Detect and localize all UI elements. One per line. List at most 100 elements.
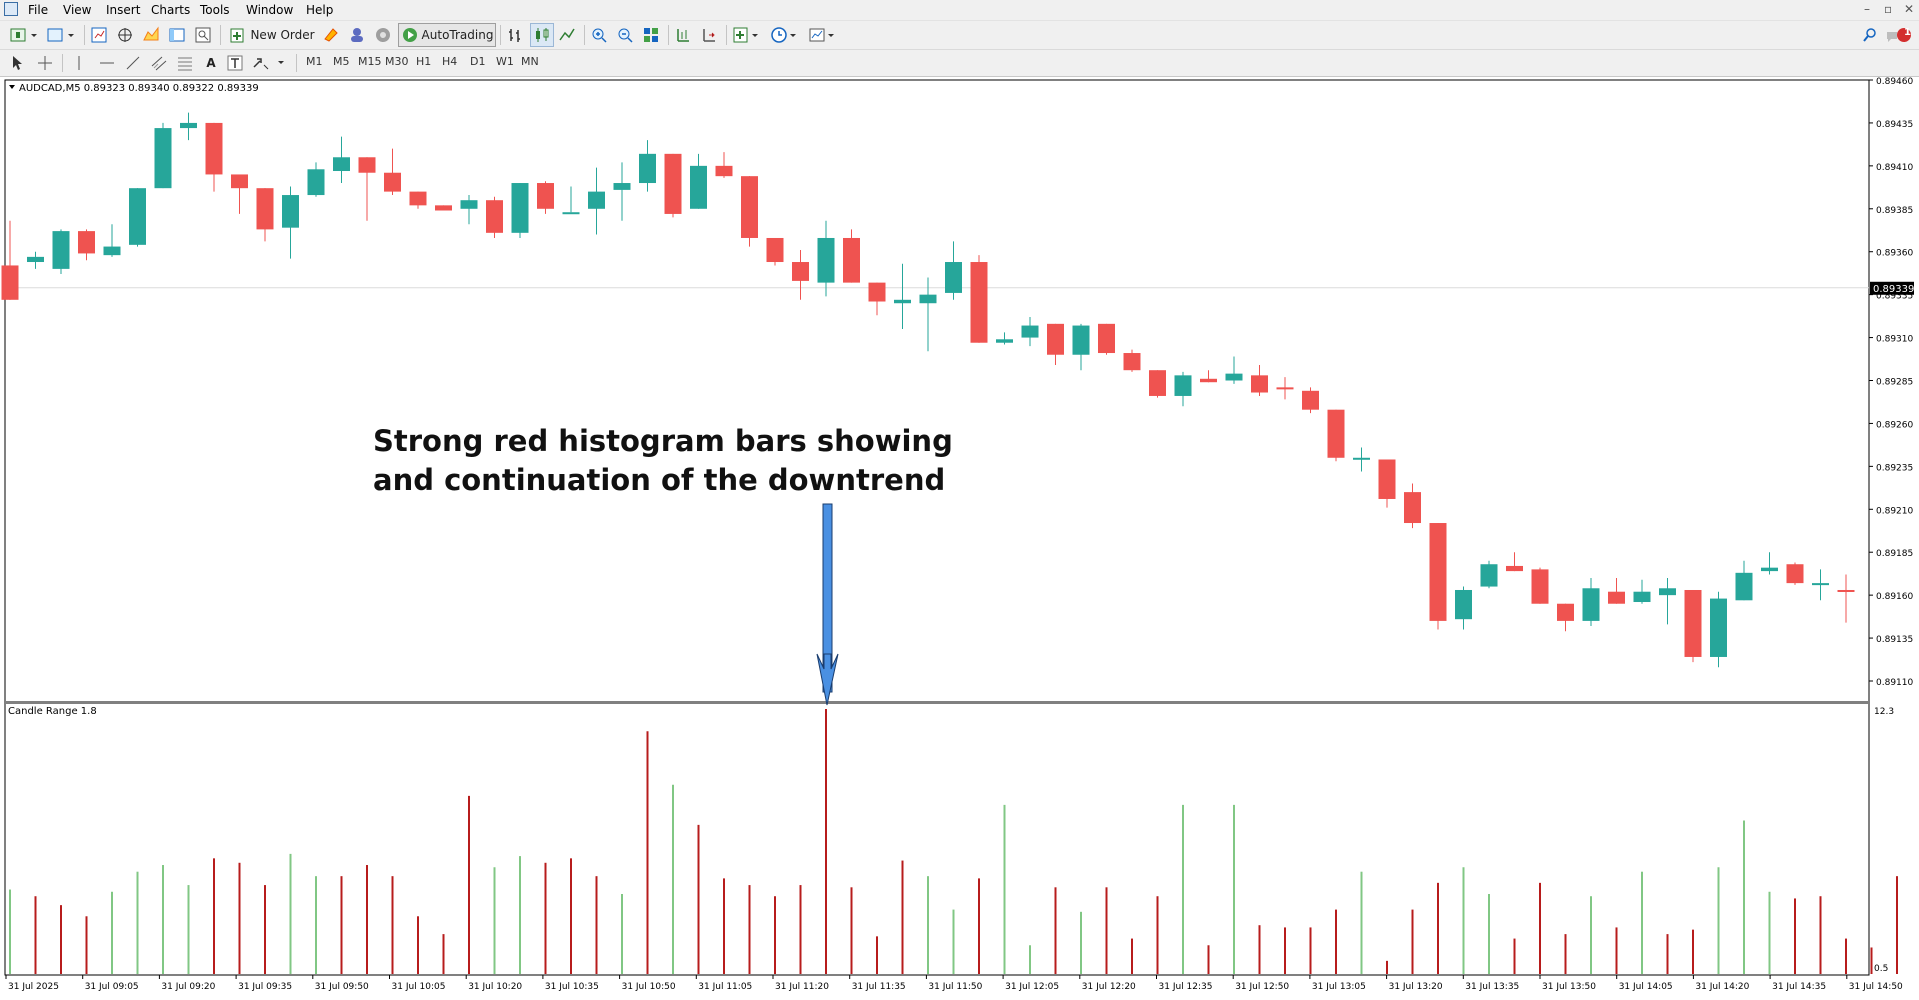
menu-file[interactable]: File	[28, 3, 49, 17]
bar-chart-icon[interactable]	[504, 24, 526, 46]
candle-body	[1225, 373, 1243, 381]
candle-body	[1123, 353, 1141, 371]
candle-body	[435, 205, 452, 211]
vertical-line-icon[interactable]	[68, 52, 90, 74]
price-axis-label: 0.89160	[1876, 592, 1913, 602]
indicator-axis-label: 12.3	[1874, 707, 1894, 717]
candle-body	[52, 231, 70, 269]
timeframe-h1[interactable]: H1	[416, 55, 432, 68]
timeframe-m15[interactable]: M15	[358, 55, 382, 68]
restore-icon[interactable]: ▫	[1884, 2, 1893, 16]
candle-body	[1480, 564, 1498, 587]
text-label-icon[interactable]	[224, 52, 246, 74]
time-axis-label: 31 Jul 09:20	[161, 982, 215, 992]
autotrading-button[interactable]: AutoTrading	[398, 23, 496, 47]
chart-window[interactable]: 0.89460 0.89435 0.89410 0.89385 0.89360 0.893…	[0, 77, 1919, 996]
candle-body	[358, 157, 376, 173]
candle-body	[384, 172, 401, 192]
time-axis-label: 31 Jul 13:20	[1389, 982, 1443, 992]
time-axis-label: 31 Jul 09:05	[85, 982, 139, 992]
candle-body	[1812, 583, 1829, 586]
candle-body	[307, 169, 325, 196]
candle-body	[894, 299, 911, 304]
autoscroll-icon[interactable]	[698, 24, 720, 46]
signals-icon[interactable]	[372, 24, 394, 46]
new-order-button[interactable]: New Order	[226, 24, 318, 46]
timeframe-m30[interactable]: M30	[385, 55, 409, 68]
time-axis-label: 31 Jul 11:05	[698, 982, 752, 992]
timeframe-d1[interactable]: D1	[470, 55, 486, 68]
indicator-pane[interactable]	[4, 702, 1870, 976]
candle-body	[409, 191, 427, 206]
text-tool-icon[interactable]: A	[206, 56, 216, 70]
trendline-icon[interactable]	[122, 52, 144, 74]
minimize-icon[interactable]: –	[1864, 2, 1870, 16]
time-axis-label: 31 Jul 13:50	[1542, 982, 1596, 992]
horizontal-line-icon[interactable]	[96, 52, 118, 74]
time-axis-label: 31 Jul 12:20	[1082, 982, 1136, 992]
candle-body	[1, 265, 19, 300]
meta-editor-icon[interactable]	[320, 24, 342, 46]
arrows-dropdown-icon[interactable]	[250, 52, 290, 74]
menu-insert[interactable]: Insert	[106, 3, 141, 17]
menu-help[interactable]: Help	[306, 3, 334, 17]
menu-charts[interactable]: Charts	[151, 3, 191, 17]
time-axis-label: 31 Jul 13:35	[1465, 982, 1519, 992]
channel-icon[interactable]	[148, 52, 170, 74]
new-chart-button[interactable]	[6, 24, 42, 46]
indicators-button[interactable]	[730, 24, 764, 46]
candle-body	[103, 246, 121, 256]
time-axis-label: 31 Jul 14:05	[1619, 982, 1673, 992]
terminal-icon[interactable]	[166, 24, 188, 46]
candle-body	[129, 188, 146, 245]
candle-body	[996, 339, 1013, 343]
timeframe-m1[interactable]: M1	[306, 55, 323, 68]
candle-body	[1837, 589, 1855, 592]
candle-body	[741, 176, 758, 238]
menu-tools[interactable]: Tools	[200, 3, 230, 17]
price-axis-label: 0.89410	[1876, 163, 1913, 173]
candlestick-icon[interactable]	[530, 23, 554, 47]
menu-window[interactable]: Window	[246, 3, 294, 17]
candle-body	[1455, 589, 1472, 620]
cursor-icon[interactable]	[6, 52, 28, 74]
chart-shift-icon[interactable]	[672, 24, 694, 46]
periods-button[interactable]	[768, 24, 802, 46]
tile-windows-icon[interactable]	[640, 24, 662, 46]
candle-body	[231, 174, 248, 189]
indicator-axis-label: 0.5	[1874, 964, 1888, 974]
annotation-arrow	[816, 503, 839, 706]
candle-body	[868, 282, 886, 302]
users-icon[interactable]	[346, 24, 368, 46]
candle-body	[1378, 459, 1396, 499]
close-icon[interactable]: ✕	[1904, 2, 1915, 16]
candle-body	[664, 153, 682, 214]
notifications-icon[interactable]: 1	[1884, 24, 1914, 46]
market-watch-icon[interactable]	[88, 24, 110, 46]
data-window-icon[interactable]	[114, 24, 136, 46]
line-chart-icon[interactable]	[556, 24, 578, 46]
time-axis-label: 31 Jul 12:50	[1235, 982, 1289, 992]
timeframe-m5[interactable]: M5	[333, 55, 350, 68]
price-axis-label: 0.89310	[1876, 335, 1913, 345]
templates-button[interactable]	[806, 24, 840, 46]
candle-body	[945, 262, 962, 293]
navigator-icon[interactable]	[140, 24, 162, 46]
fibonacci-icon[interactable]	[174, 52, 196, 74]
chart-svg[interactable]: 0.89460 0.89435 0.89410 0.89385 0.89360 0.893…	[0, 77, 1919, 996]
zoom-out-icon[interactable]	[614, 24, 636, 46]
profiles-button[interactable]	[44, 24, 78, 46]
price-axis-label: 0.89435	[1876, 120, 1913, 130]
time-axis-label: 31 Jul 12:05	[1005, 982, 1059, 992]
search-icon[interactable]	[1860, 24, 1880, 46]
chart-menu-triangle-icon[interactable]	[9, 85, 15, 89]
timeframe-w1[interactable]: W1	[496, 55, 514, 68]
zoom-in-icon[interactable]	[588, 24, 610, 46]
annotation-line-1: Strong red histogram bars showing	[373, 424, 953, 458]
timeframe-mn[interactable]: MN	[521, 55, 539, 68]
strategy-tester-icon[interactable]	[192, 24, 214, 46]
timeframe-h4[interactable]: H4	[442, 55, 458, 68]
crosshair-icon[interactable]	[34, 52, 56, 74]
menu-view[interactable]: View	[63, 3, 92, 17]
candle-body	[1149, 370, 1166, 396]
